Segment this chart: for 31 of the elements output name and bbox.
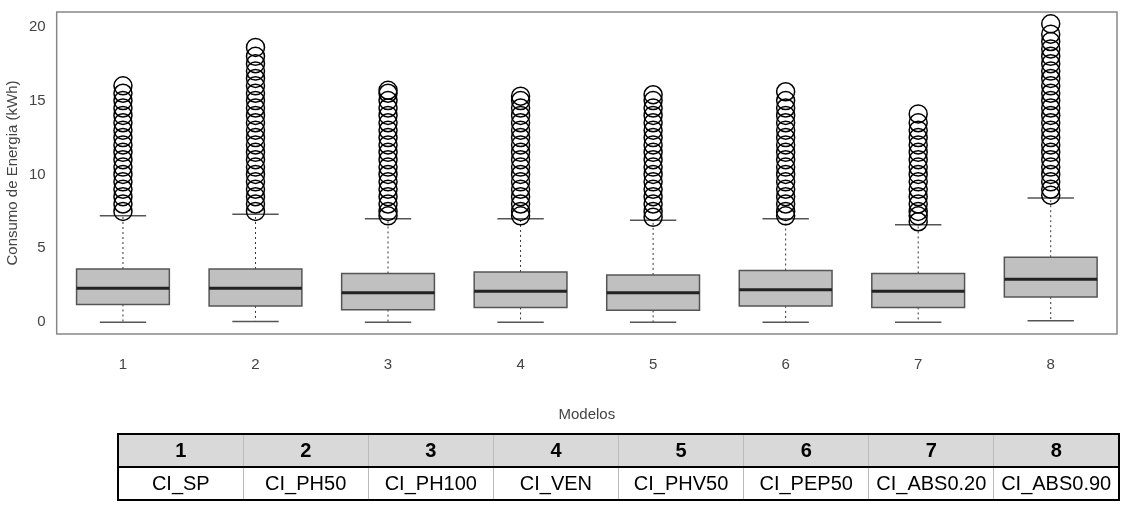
x-tick-label: 7 — [914, 355, 923, 373]
category-label: 2 — [300, 439, 312, 461]
x-tick-label: 4 — [516, 355, 525, 373]
text: CI_PH50 — [243, 467, 369, 500]
category-label: 3 — [425, 439, 437, 461]
text: CI_PEP50 — [743, 467, 869, 500]
category-label: 7 — [925, 439, 937, 461]
text: CI_PHV50 — [618, 467, 744, 500]
text: CI_PH100 — [368, 467, 494, 500]
x-tick-label: 8 — [1046, 355, 1055, 373]
y-tick-label: 20 — [29, 16, 46, 34]
x-tick-label: 5 — [648, 355, 658, 373]
x-tick-label: 3 — [383, 355, 393, 373]
text: CI_ABS0.90 — [993, 467, 1119, 500]
y-tick-label: 15 — [29, 90, 46, 108]
x-tick-label: 6 — [781, 355, 790, 373]
category-label: 1 — [175, 439, 187, 461]
y-tick-label: 5 — [37, 238, 46, 256]
x-tick-label: 2 — [251, 355, 260, 373]
category-label: 5 — [675, 439, 687, 461]
category-label: 4 — [550, 439, 562, 461]
text: CI_VEN — [493, 467, 619, 500]
category-label: 6 — [800, 439, 812, 461]
x-tick-label: 1 — [118, 355, 128, 373]
y-tick-label: 10 — [29, 164, 46, 182]
text: CI_SP — [118, 467, 244, 500]
category-label: 8 — [1050, 439, 1062, 461]
text: CI_ABS0.20 — [868, 467, 994, 500]
y-axis-title: Consumo de Energia (kWh) — [3, 80, 21, 266]
y-tick-label: 0 — [37, 312, 46, 330]
x-axis-title: Modelos — [558, 405, 616, 423]
